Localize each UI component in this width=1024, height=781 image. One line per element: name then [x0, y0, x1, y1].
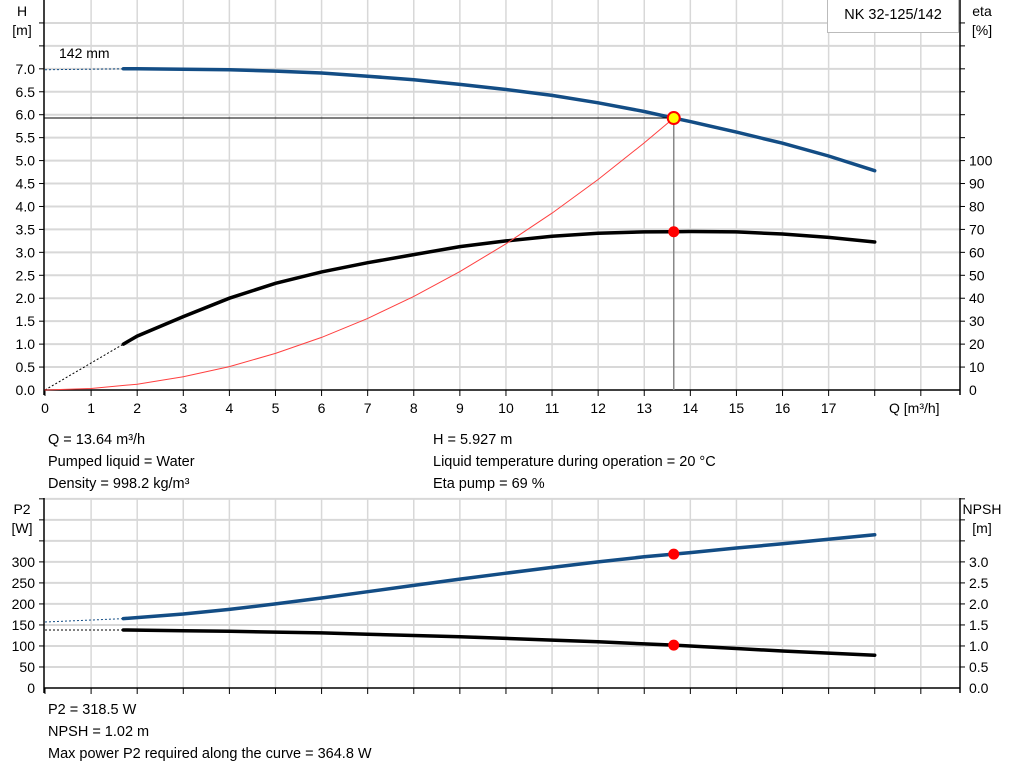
info-left-top: Q = 13.64 m³/h Pumped liquid = Water Den… [48, 429, 195, 495]
y-right-tick-label: 0.0 [969, 680, 989, 696]
x-tick-label: 7 [364, 400, 372, 416]
y-tick-label: 50 [19, 659, 35, 675]
plot-panel-0 [39, 0, 965, 396]
x-tick-label: 12 [590, 400, 606, 416]
npsh-operating-point [668, 639, 680, 651]
x-tick-label: 14 [683, 400, 699, 416]
x-tick-label: 17 [821, 400, 837, 416]
y-tick-label: 6.0 [16, 107, 36, 123]
y-tick-label: 5.0 [16, 153, 36, 169]
y-tick-label: 5.5 [16, 130, 36, 146]
x-tick-label: 10 [498, 400, 514, 416]
head-curve [121, 67, 877, 173]
x-tick-label: 1 [87, 400, 95, 416]
y-tick-label: 4.0 [16, 198, 36, 214]
info-bottom: P2 = 318.5 W NPSH = 1.02 m Max power P2 … [48, 699, 372, 765]
y-tick-label: 2.5 [16, 267, 36, 283]
head-readout: H = 5.927 m [433, 432, 513, 448]
x-tick-label: 9 [456, 400, 464, 416]
x-tick-label: 0 [41, 400, 49, 416]
y-tick-label: 150 [12, 617, 36, 633]
x-tick-label: 13 [636, 400, 652, 416]
y-right-tick-label: 3.0 [969, 554, 989, 570]
y-right-tick-label: 100 [969, 153, 993, 169]
eta-readout: Eta pump = 69 % [433, 476, 545, 492]
y-tick-label: 0 [27, 680, 35, 696]
y-axis-label: H [17, 3, 27, 19]
y-right-axis-unit: [m] [972, 520, 991, 536]
y-tick-label: 7.0 [16, 61, 36, 77]
y-right-tick-label: 2.0 [969, 596, 989, 612]
y-right-tick-label: 90 [969, 176, 985, 192]
x-tick-label: 16 [775, 400, 791, 416]
y-right-tick-label: 60 [969, 244, 985, 260]
x-tick-label: 3 [179, 400, 187, 416]
x-tick-label: 2 [133, 400, 141, 416]
temperature-readout: Liquid temperature during operation = 20… [433, 454, 716, 470]
info-right-top: H = 5.927 m Liquid temperature during op… [433, 429, 716, 495]
p2-extrapolation [44, 618, 124, 623]
eta-extrapolation [44, 343, 124, 391]
y-tick-label: 6.5 [16, 84, 36, 100]
y-tick-label: 0.5 [16, 359, 36, 375]
head-extrapolation [44, 68, 124, 71]
y-right-tick-label: 30 [969, 313, 985, 329]
impeller-diameter-label: 142 mm [59, 45, 110, 61]
p2-readout: P2 = 318.5 W [48, 702, 137, 718]
x-tick-label: 4 [225, 400, 233, 416]
flow-readout: Q = 13.64 m³/h [48, 432, 146, 448]
y-right-axis-label: NPSH [963, 501, 1002, 517]
y-tick-label: 1.5 [16, 313, 36, 329]
p2-curve [121, 532, 877, 621]
y-axis-label: P2 [13, 501, 30, 517]
y-tick-label: 4.5 [16, 176, 36, 192]
y-tick-label: 3.5 [16, 221, 36, 237]
y-right-tick-label: 1.5 [969, 617, 989, 633]
y-tick-label: 300 [12, 554, 36, 570]
y-right-tick-label: 50 [969, 267, 985, 283]
density-readout: Density = 998.2 kg/m³ [48, 476, 190, 492]
plot-panel-1 [39, 497, 965, 694]
y-tick-label: 2.0 [16, 290, 36, 306]
y-tick-label: 100 [12, 638, 36, 654]
eta-curve [121, 229, 877, 346]
y-axis-unit: [W] [12, 520, 33, 536]
y-right-axis-unit: [%] [972, 22, 992, 38]
x-tick-label: 15 [729, 400, 745, 416]
y-tick-label: 250 [12, 575, 36, 591]
y-right-tick-label: 10 [969, 359, 985, 375]
operating-point [666, 111, 681, 126]
y-tick-label: 1.0 [16, 336, 36, 352]
x-tick-label: 8 [410, 400, 418, 416]
x-tick-label: 11 [545, 400, 560, 416]
y-right-tick-label: 20 [969, 336, 985, 352]
system-curve [44, 117, 675, 391]
x-axis-label: Q [m³/h] [889, 400, 940, 416]
x-tick-label: 5 [272, 400, 280, 416]
liquid-readout: Pumped liquid = Water [48, 454, 195, 470]
y-axis-unit: [m] [12, 22, 31, 38]
model-label: NK 32-125/142 [827, 0, 959, 33]
y-right-tick-label: 0 [969, 382, 977, 398]
y-tick-label: 0.0 [16, 382, 36, 398]
y-right-tick-label: 40 [969, 290, 985, 306]
y-right-tick-label: 1.0 [969, 638, 989, 654]
y-right-tick-label: 2.5 [969, 575, 989, 591]
y-right-tick-label: 80 [969, 198, 985, 214]
npsh-curve [121, 628, 877, 657]
y-tick-label: 200 [12, 596, 36, 612]
y-right-tick-label: 0.5 [969, 659, 989, 675]
x-tick-label: 6 [318, 400, 326, 416]
y-right-axis-label: eta [972, 3, 992, 19]
y-right-tick-label: 70 [969, 221, 985, 237]
p2-operating-point [668, 548, 680, 560]
eta-operating-point [668, 226, 680, 238]
y-tick-label: 3.0 [16, 244, 36, 260]
max-p2-readout: Max power P2 required along the curve = … [48, 746, 372, 762]
npsh-readout: NPSH = 1.02 m [48, 724, 150, 740]
